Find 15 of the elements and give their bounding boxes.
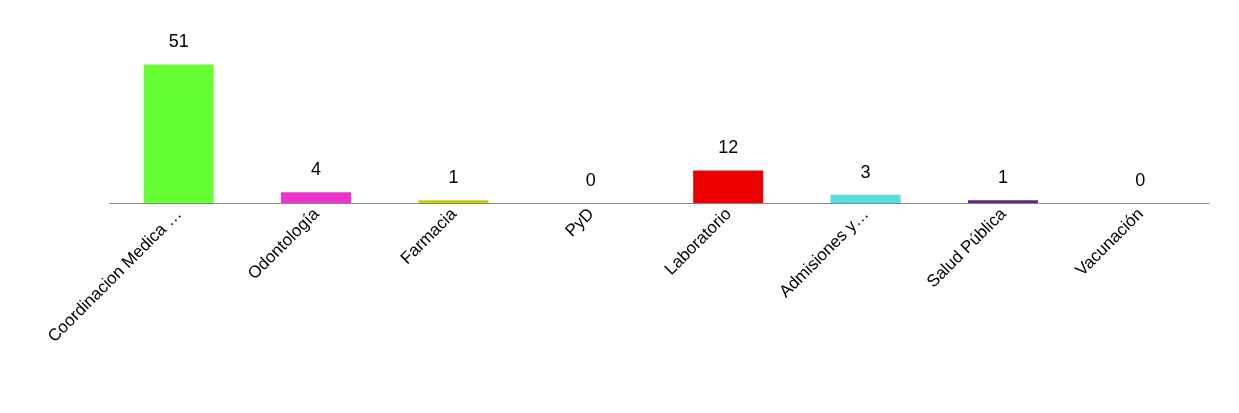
bar [281,192,352,203]
x-tick-label: PyD [561,204,598,241]
data-label: 1 [448,167,459,188]
bar [967,200,1038,203]
bar [693,170,764,203]
data-label: 51 [168,31,189,52]
data-label: 12 [718,137,739,158]
data-label: 0 [1135,170,1146,190]
data-label: 0 [585,170,596,190]
data-label: 3 [860,161,871,182]
bar [830,194,901,203]
data-label: 4 [311,159,322,180]
bar [143,64,214,203]
bar [418,200,489,203]
data-label: 1 [997,167,1008,188]
